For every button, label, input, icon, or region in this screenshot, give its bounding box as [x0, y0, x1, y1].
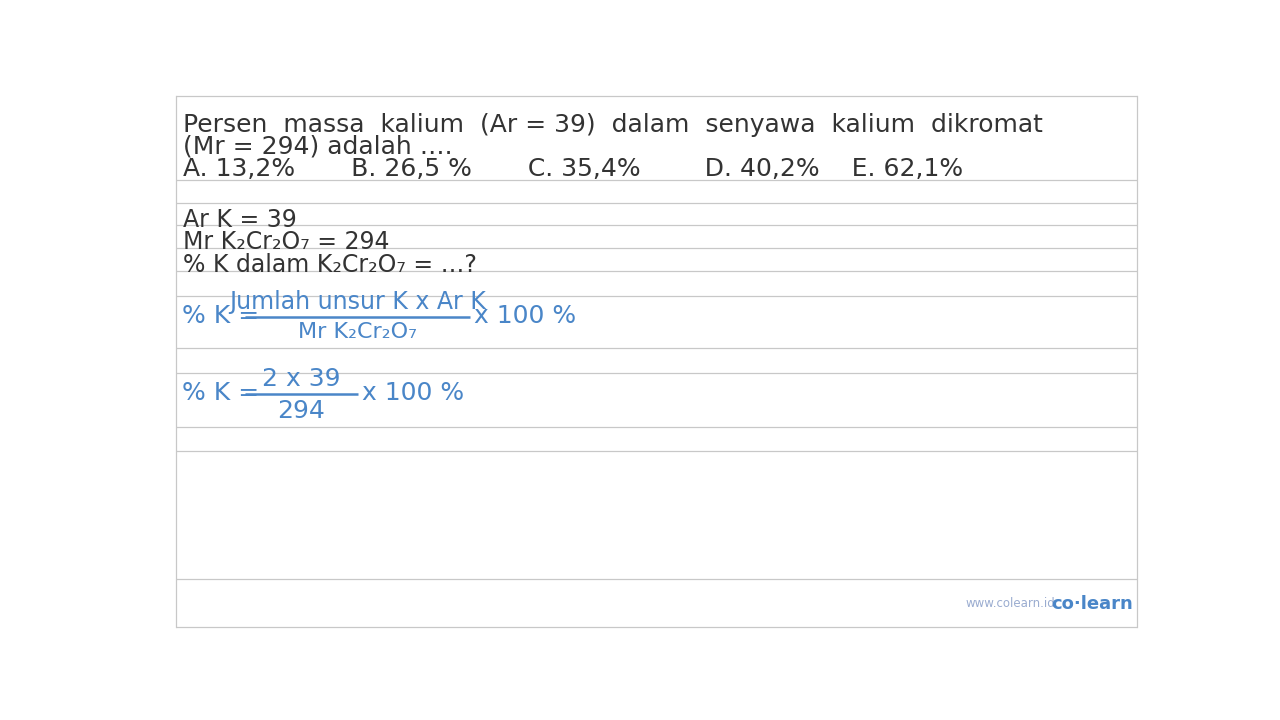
- Text: Ar K = 39: Ar K = 39: [183, 208, 297, 232]
- Text: www.colearn.id: www.colearn.id: [965, 598, 1055, 611]
- Text: co·learn: co·learn: [1051, 595, 1133, 613]
- Text: Persen  massa  kalium  (Ar = 39)  dalam  senyawa  kalium  dikromat: Persen massa kalium (Ar = 39) dalam seny…: [183, 113, 1043, 138]
- Text: 294: 294: [278, 399, 325, 423]
- Text: A. 13,2%       B. 26,5 %       C. 35,4%        D. 40,2%    E. 62,1%: A. 13,2% B. 26,5 % C. 35,4% D. 40,2% E. …: [183, 157, 964, 181]
- Text: % K dalam K₂Cr₂O₇ = …?: % K dalam K₂Cr₂O₇ = …?: [183, 253, 477, 276]
- Text: Mr K₂Cr₂O₇ = 294: Mr K₂Cr₂O₇ = 294: [183, 230, 389, 253]
- Text: Mr K₂Cr₂O₇: Mr K₂Cr₂O₇: [298, 322, 417, 342]
- Text: x 100 %: x 100 %: [361, 381, 463, 405]
- Text: 2 x 39: 2 x 39: [262, 367, 340, 391]
- Text: x 100 %: x 100 %: [474, 304, 576, 328]
- Text: Jumlah unsur K x Ar K: Jumlah unsur K x Ar K: [229, 290, 486, 315]
- Text: (Mr = 294) adalah ….: (Mr = 294) adalah ….: [183, 134, 453, 158]
- Text: % K =: % K =: [182, 304, 266, 328]
- Text: % K =: % K =: [182, 381, 266, 405]
